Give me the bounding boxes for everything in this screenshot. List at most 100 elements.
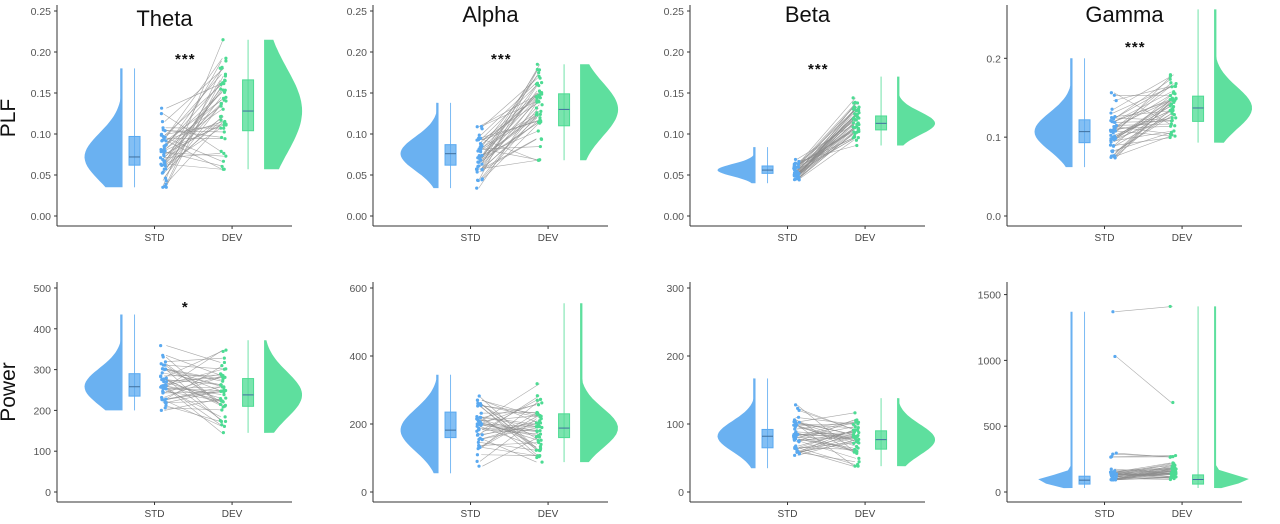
std-point	[480, 412, 483, 415]
std-point	[1115, 451, 1118, 454]
y-tick-label: 0	[45, 487, 51, 499]
dev-point	[221, 81, 224, 84]
y-tick-label: 1000	[978, 355, 1002, 367]
y-tick-label: 0	[995, 487, 1001, 499]
dev-point	[219, 403, 222, 406]
dev-point	[535, 421, 538, 424]
std-point	[796, 166, 799, 169]
std-point	[160, 385, 163, 388]
dev-point	[1169, 78, 1172, 81]
y-tick-label: 400	[349, 351, 367, 363]
std-half-violin	[85, 68, 123, 187]
std-point	[478, 134, 481, 137]
std-point	[477, 465, 480, 468]
std-point	[794, 403, 797, 406]
y-tick-label: 0.15	[31, 88, 52, 100]
dev-point	[855, 139, 858, 142]
std-point	[165, 186, 168, 189]
dev-point	[855, 418, 858, 421]
y-tick-label: 200	[666, 351, 684, 363]
dev-point	[852, 435, 855, 438]
dev-point	[1170, 133, 1173, 136]
std-point	[162, 391, 165, 394]
dev-point	[219, 397, 222, 400]
std-point	[161, 354, 164, 357]
dev-point	[857, 130, 860, 133]
dev-point	[536, 68, 539, 71]
dev-point	[539, 447, 542, 450]
std-point	[161, 139, 164, 142]
std-boxplot	[445, 103, 456, 188]
dev-point	[535, 106, 538, 109]
std-point	[1113, 355, 1116, 358]
dev-point	[539, 96, 542, 99]
x-tick-label: STD	[461, 509, 481, 519]
significance-marker: ***	[808, 61, 829, 78]
dev-point	[538, 429, 541, 432]
pair-line	[797, 450, 853, 466]
pair-line	[799, 109, 856, 174]
dev-point	[224, 155, 227, 158]
y-tick-label: 0.05	[664, 170, 685, 182]
std-point	[1111, 310, 1114, 313]
y-tick-label: 0.20	[31, 47, 52, 59]
std-point	[163, 398, 166, 401]
band-title: Gamma	[1085, 2, 1164, 27]
dev-point	[1174, 116, 1177, 119]
dev-point	[537, 434, 540, 437]
row-label-power: Power	[0, 362, 20, 422]
dev-point	[540, 81, 543, 84]
dev-boxplot	[243, 40, 254, 170]
pair-line	[164, 405, 220, 421]
std-point	[479, 150, 482, 153]
dev-point	[535, 449, 538, 452]
std-point	[1109, 456, 1112, 459]
dev-point	[852, 107, 855, 110]
dev-point	[538, 77, 541, 80]
std-point	[480, 162, 483, 165]
pair-line	[163, 97, 221, 172]
std-point	[1110, 108, 1113, 111]
dev-point	[219, 118, 222, 121]
dev-point	[538, 89, 541, 92]
y-tick-label: 1500	[978, 290, 1002, 302]
std-point	[475, 417, 478, 420]
dev-point	[221, 380, 224, 383]
pair-line	[164, 358, 222, 362]
dev-point	[535, 111, 538, 114]
x-tick-label: DEV	[1172, 509, 1193, 519]
y-tick-label: 0.25	[347, 6, 368, 18]
dev-point	[220, 115, 223, 118]
dev-point	[220, 150, 223, 153]
dev-point	[857, 123, 860, 126]
dev-point	[223, 168, 226, 171]
std-half-violin	[401, 103, 439, 188]
pair-line	[481, 83, 537, 135]
std-point	[160, 112, 163, 115]
std-point	[160, 107, 163, 110]
dev-point	[222, 400, 225, 403]
y-tick-label: 300	[666, 283, 684, 295]
dev-half-violin	[580, 303, 618, 462]
dev-point	[540, 137, 543, 140]
dev-half-violin	[264, 40, 302, 170]
std-point	[1109, 119, 1112, 122]
dev-point	[223, 368, 226, 371]
band-title: Alpha	[462, 2, 519, 27]
std-point	[161, 367, 164, 370]
row-label-plf: PLF	[0, 99, 20, 138]
dev-point	[1174, 82, 1177, 85]
dev-point	[224, 420, 227, 423]
std-point	[1112, 145, 1115, 148]
std-boxplot	[129, 68, 140, 187]
dev-point	[852, 118, 855, 121]
dev-point	[853, 465, 856, 468]
std-half-violin	[1038, 312, 1072, 488]
std-point	[1110, 149, 1113, 152]
std-point	[164, 183, 167, 186]
x-tick-label: STD	[1095, 509, 1115, 519]
